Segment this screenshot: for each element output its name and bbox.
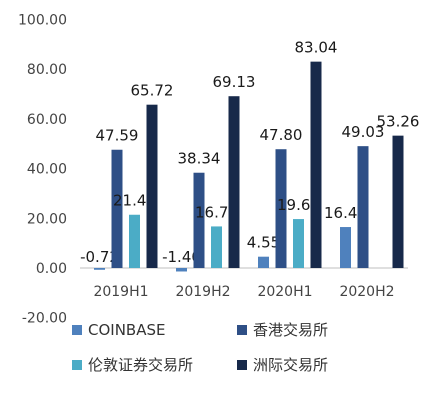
data-label: -0.72 bbox=[80, 248, 119, 266]
bar bbox=[357, 146, 369, 268]
legend-swatch bbox=[72, 325, 82, 335]
y-tick-label: -20.00 bbox=[22, 311, 67, 327]
y-tick-label: 80.00 bbox=[27, 62, 67, 78]
x-axis: 2019H1 2019H2 2020H1 2020H2 bbox=[93, 284, 394, 300]
x-tick-label: 2019H1 bbox=[93, 284, 148, 300]
bar bbox=[211, 226, 222, 268]
data-label: 21.43 bbox=[113, 192, 156, 210]
y-tick-label: 100.00 bbox=[18, 13, 67, 29]
data-label: 38.34 bbox=[178, 150, 221, 168]
bar bbox=[310, 61, 322, 268]
x-tick-label: 2020H1 bbox=[257, 284, 312, 300]
data-label: 4.55 bbox=[247, 234, 280, 252]
y-tick-label: 40.00 bbox=[27, 162, 67, 178]
legend-label: COINBASE bbox=[88, 321, 165, 339]
y-tick-label: 60.00 bbox=[27, 112, 67, 128]
x-tick-label: 2020H2 bbox=[339, 284, 394, 300]
y-axis: -20.00 0.00 20.00 40.00 60.00 80.00 100.00 bbox=[18, 13, 67, 327]
bar bbox=[176, 268, 187, 272]
data-label: 69.13 bbox=[213, 73, 256, 91]
legend-label: 洲际交易所 bbox=[253, 356, 328, 374]
data-label: -1.40 bbox=[162, 248, 201, 266]
legend-item: 香港交易所 bbox=[237, 321, 328, 339]
data-label: 16.48 bbox=[324, 204, 367, 222]
legend-item: COINBASE bbox=[72, 321, 165, 339]
data-label: 83.04 bbox=[295, 39, 338, 57]
bar bbox=[129, 214, 140, 268]
data-label: 65.72 bbox=[131, 82, 174, 100]
bar bbox=[258, 256, 269, 268]
legend-item: 洲际交易所 bbox=[237, 356, 328, 374]
data-label: 49.03 bbox=[342, 123, 385, 141]
y-tick-label: 0.00 bbox=[36, 261, 67, 277]
bar bbox=[392, 135, 404, 268]
bar bbox=[193, 172, 205, 268]
legend-swatch bbox=[72, 360, 82, 370]
data-label: 53.26 bbox=[377, 113, 420, 131]
bar bbox=[275, 149, 287, 268]
data-label: 16.73 bbox=[195, 203, 238, 221]
x-tick-label: 2019H2 bbox=[175, 284, 230, 300]
legend-item: 伦敦证券交易所 bbox=[72, 356, 193, 374]
data-label: 19.69 bbox=[277, 196, 320, 214]
legend-label: 香港交易所 bbox=[253, 321, 328, 339]
bar bbox=[293, 219, 304, 268]
bar bbox=[340, 227, 351, 268]
data-label: 47.80 bbox=[260, 126, 303, 144]
data-label: 47.59 bbox=[96, 127, 139, 145]
bar bbox=[94, 268, 105, 270]
y-tick-label: 20.00 bbox=[27, 211, 67, 227]
legend-swatch bbox=[237, 360, 247, 370]
bar bbox=[228, 96, 240, 269]
bar bbox=[146, 104, 158, 269]
plot-area: -0.72 47.59 21.43 65.72 -1.40 38.34 16.73 69.13… bbox=[80, 39, 419, 272]
legend-label: 伦敦证券交易所 bbox=[88, 356, 193, 374]
legend-swatch bbox=[237, 325, 247, 335]
bar bbox=[111, 149, 123, 268]
